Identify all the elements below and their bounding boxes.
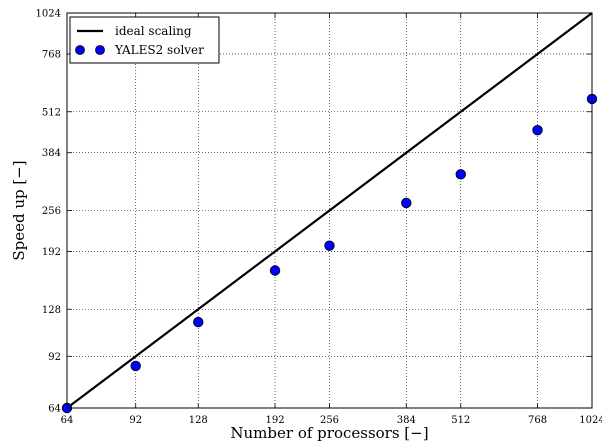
legend-entry-ideal-scaling: ideal scaling — [115, 24, 192, 38]
x-tick-label: 768 — [528, 415, 547, 426]
data-point — [269, 265, 281, 276]
x-tick-label: 64 — [61, 415, 74, 426]
data-point — [193, 316, 204, 328]
y-tick-label: 256 — [42, 206, 61, 217]
x-tick-label: 128 — [189, 415, 208, 426]
legend-marker — [75, 45, 85, 55]
data-point — [455, 169, 466, 180]
data-point — [130, 360, 141, 372]
data-point — [324, 240, 335, 251]
plot-series — [61, 12, 598, 414]
x-tick-label: 384 — [397, 415, 416, 426]
legend-box — [69, 16, 220, 64]
x-tick-label: 192 — [265, 415, 284, 426]
x-tick-label: 92 — [129, 415, 142, 426]
data-point — [532, 124, 543, 136]
y-tick-label: 384 — [42, 148, 61, 159]
y-axis-label: Speed up [−] — [10, 160, 28, 260]
x-tick-label: 1024 — [579, 415, 602, 426]
legend: ideal scaling YALES2 solver — [69, 16, 220, 64]
ideal-scaling-line — [66, 12, 593, 409]
data-point — [401, 197, 412, 209]
x-tick-label: 256 — [320, 415, 339, 426]
y-tick-label: 192 — [42, 247, 61, 258]
x-tick-label: 512 — [451, 415, 470, 426]
y-tick-label: 768 — [42, 49, 61, 60]
y-tick-label: 92 — [48, 352, 61, 363]
y-tick-label: 64 — [48, 404, 61, 415]
legend-entry-yales2-solver: YALES2 solver — [114, 43, 204, 57]
y-tick-label: 1024 — [36, 9, 61, 20]
y-tick-label: 512 — [42, 107, 61, 118]
axis-ticks: 64 92 128 192 256 384 512 768 1024 64 92 128 192 256 3… — [36, 9, 602, 427]
x-axis-label: Number of processors [−] — [230, 424, 428, 442]
legend-marker — [95, 45, 105, 55]
y-tick-label: 128 — [42, 305, 61, 316]
